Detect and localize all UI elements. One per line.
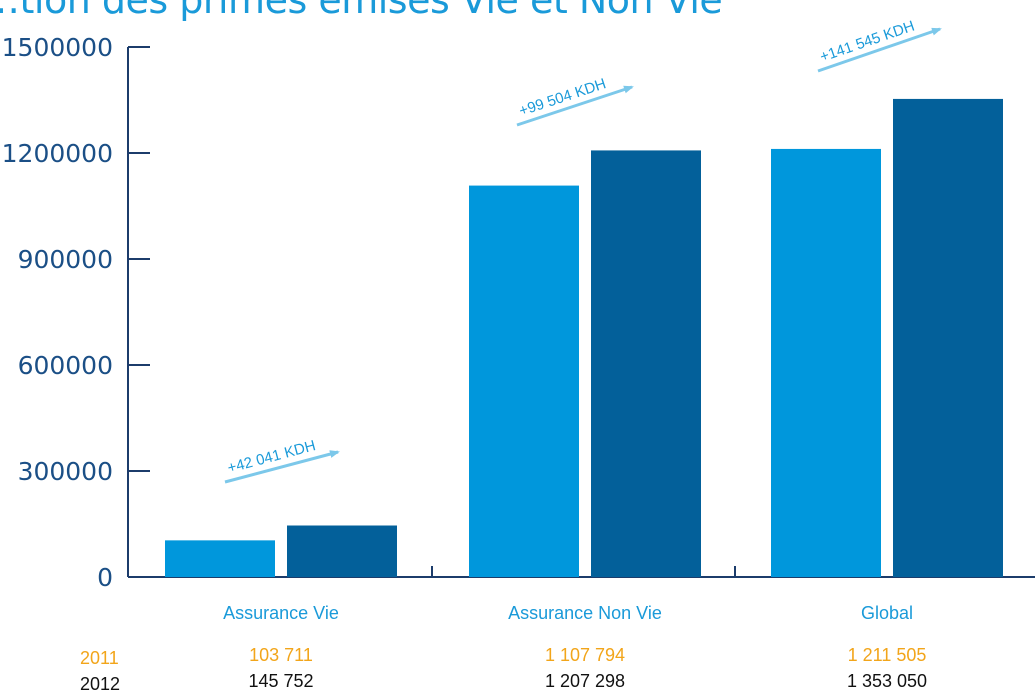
labels: Assurance Vie 103 711 145 752 Assurance Non… (80, 603, 927, 694)
category-label: Assurance Vie (223, 603, 339, 623)
growth-annotation: +99 504 KDH (517, 75, 608, 120)
bars (165, 98, 1003, 577)
bar-2012-1 (591, 150, 701, 577)
value-label-2011: 103 711 (249, 645, 313, 665)
axes: 0 300000 600000 900000 1200000 1500000 (2, 33, 1035, 592)
y-tick-label: 900000 (18, 245, 113, 274)
y-tick-label: 600000 (18, 351, 113, 380)
bar-2011-1 (469, 185, 579, 577)
bar-2012-2 (893, 98, 1003, 577)
category-label: Global (861, 603, 913, 623)
chart-title: …tion des primes émises Vie et Non Vie (0, 0, 723, 22)
y-tick-label: 1200000 (2, 139, 113, 168)
legend-2011: 2011 (80, 648, 119, 668)
bar-2011-2 (771, 148, 881, 577)
bar-2011-0 (165, 540, 275, 577)
value-label-2011: 1 107 794 (545, 645, 625, 665)
value-label-2012: 1 353 050 (847, 671, 927, 691)
legend-2012: 2012 (80, 674, 120, 694)
growth-arrow (817, 27, 942, 73)
value-label-2012: 145 752 (248, 671, 313, 691)
bar-2012-0 (287, 525, 397, 577)
category-label: Assurance Non Vie (508, 603, 662, 623)
growth-arrow (516, 85, 634, 127)
value-label-2011: 1 211 505 (848, 645, 927, 665)
y-tick-label: 1500000 (2, 33, 113, 62)
growth-arrow (224, 450, 340, 484)
y-tick-label: 0 (97, 563, 113, 592)
value-label-2012: 1 207 298 (545, 671, 625, 691)
y-tick-label: 300000 (18, 457, 113, 486)
